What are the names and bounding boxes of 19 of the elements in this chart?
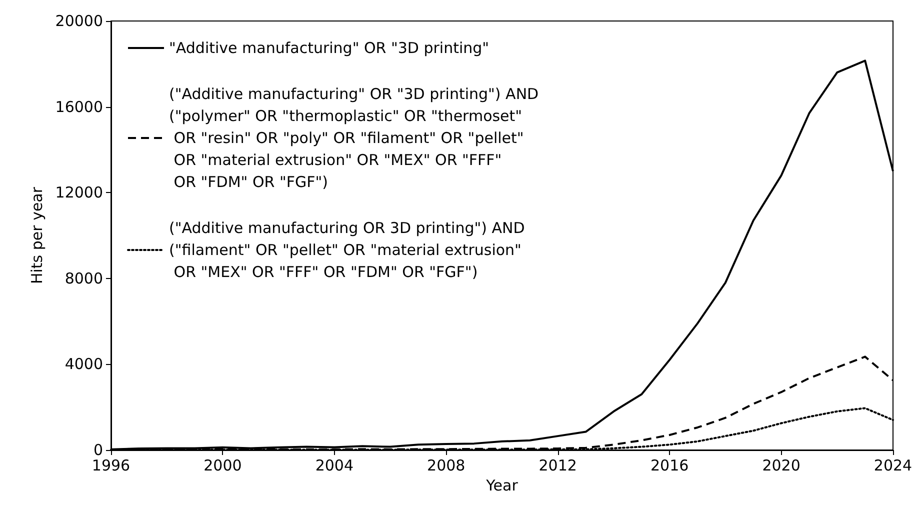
y-tick-label: 12000 bbox=[55, 184, 103, 202]
x-axis-title: Year bbox=[485, 476, 519, 494]
x-tick-label: 2020 bbox=[762, 456, 800, 474]
x-tick-label: 2004 bbox=[315, 456, 354, 474]
y-tick-label: 8000 bbox=[64, 269, 103, 288]
x-tick-label: 1996 bbox=[92, 456, 130, 474]
x-tick-label: 2016 bbox=[650, 456, 689, 474]
x-tick-label: 2008 bbox=[427, 456, 466, 474]
x-tick-label: 2000 bbox=[204, 456, 242, 474]
y-tick-label: 4000 bbox=[64, 355, 103, 374]
y-tick-label: 16000 bbox=[55, 98, 103, 116]
x-tick-label: 2024 bbox=[874, 456, 912, 474]
legend-label: ("Additive manufacturing" OR "3D printing") AND ("polymer" OR "thermoplastic" OR "thermoset" OR "resin" OR "poly" OR "filament" OR "pellet" OR "material extrusion" OR "MEX" OR "FFF" OR "FDM" OR "FGF") bbox=[169, 85, 539, 191]
y-tick-label: 0 bbox=[93, 441, 103, 459]
legend-label: ("Additive manufacturing OR 3D printing") AND ("filament" OR "pellet" OR "material extrusion" OR "MEX" OR "FFF" OR "FDM" OR "FGF") bbox=[169, 219, 525, 281]
y-tick-label: 20000 bbox=[55, 12, 103, 30]
legend-label: "Additive manufacturing" OR "3D printing" bbox=[169, 39, 490, 57]
y-axis-title: Hits per year bbox=[28, 186, 46, 284]
x-tick-label: 2012 bbox=[538, 456, 577, 474]
